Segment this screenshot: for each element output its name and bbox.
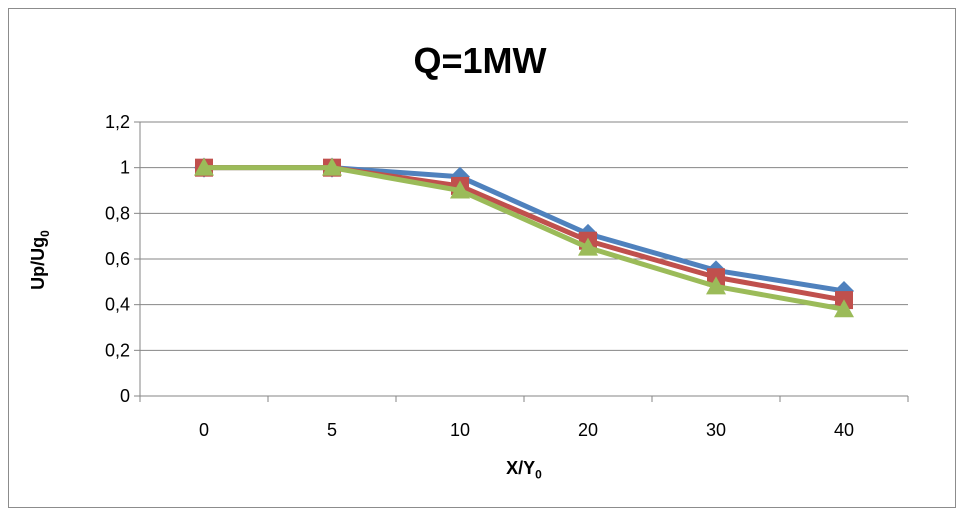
gridlines <box>140 121 908 351</box>
chart-frame <box>8 8 956 508</box>
x-tick-label: 40 <box>834 420 854 440</box>
x-tick-label: 5 <box>327 420 337 440</box>
x-tick-label: 0 <box>199 420 209 440</box>
series-1 <box>194 157 854 301</box>
y-tick-label: 0,4 <box>105 295 130 315</box>
x-tick-label: 20 <box>578 420 598 440</box>
y-tick-label: 0 <box>120 386 130 406</box>
data-point <box>450 180 470 199</box>
series-3 <box>194 157 854 318</box>
x-axis-title-sub: 0 <box>535 467 542 482</box>
series-line <box>204 165 845 303</box>
x-axis-title-main: X/Y <box>506 458 536 478</box>
series-line <box>204 165 845 294</box>
y-tick-label: 0,6 <box>105 249 130 269</box>
y-tick-label: 1,2 <box>105 112 130 132</box>
series-2 <box>195 158 853 310</box>
chart-title: Q=1MW <box>413 40 547 81</box>
y-tick-label: 1 <box>120 158 130 178</box>
data-point <box>834 299 854 318</box>
y-tick-label: 0,8 <box>105 203 130 223</box>
axes <box>134 121 909 402</box>
series-line <box>204 165 845 312</box>
x-tick-labels: 0 5 10 20 30 40 <box>199 420 854 440</box>
series-group <box>194 157 854 318</box>
data-point <box>194 157 214 176</box>
y-tick-labels: 0 0,2 0,4 0,6 0,8 1 1,2 <box>105 112 130 406</box>
data-point <box>578 237 598 256</box>
data-point <box>706 276 726 295</box>
x-tick-label: 30 <box>706 420 726 440</box>
x-tick-label: 10 <box>450 420 470 440</box>
y-tick-label: 0,2 <box>105 340 130 360</box>
x-axis-title: X/Y0 <box>0 458 960 482</box>
data-point <box>322 157 342 176</box>
